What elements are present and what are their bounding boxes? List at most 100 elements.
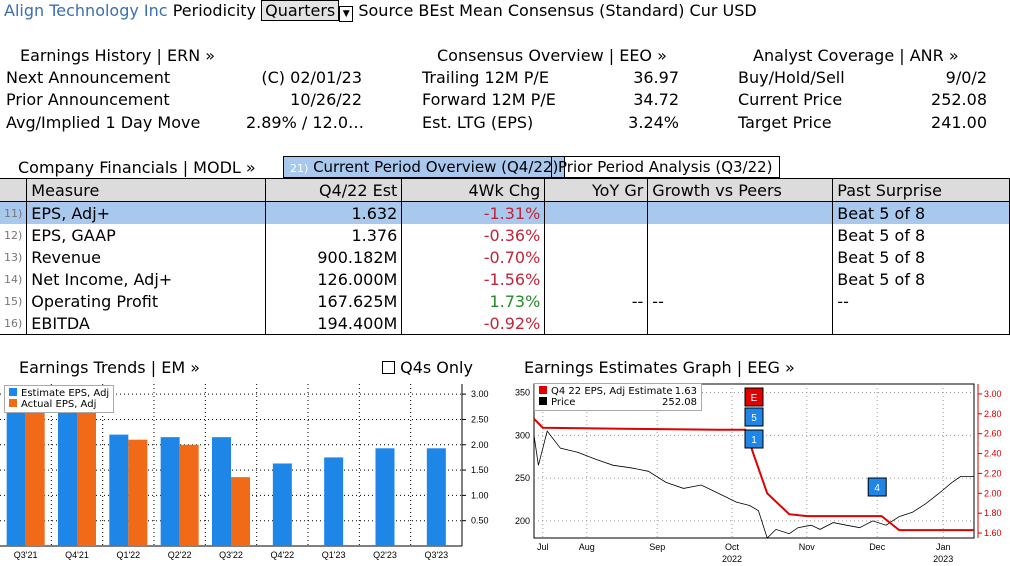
co-label-1: Forward 12M P/E — [422, 90, 556, 109]
row-measure[interactable]: Operating Profit — [26, 290, 267, 312]
legend-q4-value: 1.63 — [674, 386, 697, 397]
an-label-0: Buy/Hold/Sell — [738, 68, 845, 87]
row-surprise: -- — [832, 290, 1010, 312]
event-marker-label: 1 — [751, 435, 757, 446]
legend-price-label: Price — [551, 397, 576, 408]
row-peers — [647, 224, 834, 246]
event-marker-label: E — [751, 393, 758, 404]
row-peers — [647, 312, 834, 335]
row-surprise: Beat 5 of 8 — [832, 224, 1010, 246]
x-tick-label: Jan — [936, 542, 951, 552]
event-marker — [744, 407, 764, 427]
table-row[interactable]: 16) EBITDA 194.400M -0.92% — [0, 312, 1010, 335]
row-yoy: -- — [544, 290, 649, 312]
q4s-only-label: Q4s Only — [400, 358, 473, 377]
x-tick-label: Jul — [537, 542, 549, 552]
col-est[interactable]: Q4/22 Est — [265, 178, 403, 202]
left-tick-label: 300 — [515, 430, 530, 440]
estimate-bar — [58, 399, 77, 546]
plot-frame — [533, 383, 975, 539]
estimate-bar — [160, 437, 180, 546]
table-row[interactable]: 15) Operating Profit 167.625M 1.73% -- -… — [0, 290, 1010, 312]
right-tick-label: 3.00 — [984, 389, 1002, 399]
an-value-2: 241.00 — [931, 113, 987, 132]
row-est: 167.625M — [265, 290, 403, 312]
an-label-1: Current Price — [738, 90, 843, 109]
event-marker-label: 4 — [874, 483, 880, 494]
row-num: 15) — [0, 290, 28, 312]
actual-bar — [77, 391, 96, 546]
row-measure[interactable]: Net Income, Adj+ — [26, 268, 267, 290]
col-surprise[interactable]: Past Surprise — [832, 178, 1010, 202]
legend-item-actual: Actual EPS, Adj — [9, 399, 109, 410]
row-est: 900.182M — [265, 246, 403, 268]
legend-q4-label: Q4 22 EPS, Adj Estimate — [551, 386, 673, 397]
tab-current-period[interactable]: 21) Current Period Overview (Q4/22) — [283, 156, 566, 178]
actual-bar — [25, 389, 45, 546]
analyst-title[interactable]: Analyst Coverage | ANR » — [753, 46, 959, 65]
row-peers: -- — [647, 290, 834, 312]
q4s-only-toggle[interactable]: Q4s Only — [382, 358, 473, 377]
trends-title[interactable]: Earnings Trends | EM » — [19, 358, 200, 377]
actual-bar — [128, 439, 148, 546]
chevron-down-icon[interactable]: ▼ — [339, 6, 354, 22]
x-tick-label: Q2'22 — [168, 550, 192, 560]
right-tick-label: 2.20 — [984, 468, 1002, 478]
row-surprise: Beat 5 of 8 — [832, 201, 1010, 224]
tab-prior-period[interactable]: Prior Period Analysis (Q3/22) — [551, 156, 780, 178]
legend-item-estimate: Estimate EPS, Adj — [9, 388, 109, 399]
co-value-0: 36.97 — [633, 68, 679, 87]
x-tick-label: Q4'22 — [270, 550, 294, 560]
event-marker — [867, 477, 887, 497]
left-tick-label: 350 — [515, 388, 530, 398]
estimates-title[interactable]: Earnings Estimates Graph | EEG » — [524, 358, 795, 377]
financials-title[interactable]: Company Financials | MODL » — [18, 158, 256, 177]
right-tick-label: 2.00 — [984, 488, 1002, 498]
left-tick-label: 250 — [515, 473, 530, 483]
earnings-history-title[interactable]: Earnings History | ERN » — [20, 46, 216, 65]
consensus-title[interactable]: Consensus Overview | EEO » — [437, 46, 667, 65]
right-tick-label: 2.60 — [984, 429, 1002, 439]
table-row[interactable]: 14) Net Income, Adj+ 126.000M -1.56% Bea… — [0, 268, 1010, 290]
col-yoy[interactable]: YoY Gr — [544, 178, 649, 202]
an-value-0: 9/0/2 — [945, 68, 987, 87]
event-marker-label: 5 — [751, 413, 757, 424]
right-tick-label: 1.80 — [984, 508, 1002, 518]
row-num: 16) — [0, 312, 28, 335]
row-chg: 1.73% — [401, 290, 546, 312]
estimates-legend: Q4 22 EPS, Adj Estimate 1.63 Price 252.08 — [534, 383, 702, 411]
row-surprise: Beat 5 of 8 — [832, 246, 1010, 268]
y-tick-label: 1.00 — [471, 490, 489, 500]
row-est: 1.632 — [265, 201, 403, 224]
num-header — [0, 178, 28, 202]
col-peers[interactable]: Growth vs Peers — [647, 178, 834, 202]
right-tick-label: 2.40 — [984, 449, 1002, 459]
row-measure[interactable]: EPS, Adj+ — [26, 201, 267, 224]
x-tick-label: Sep — [649, 542, 665, 552]
row-measure[interactable]: EPS, GAAP — [26, 224, 267, 246]
row-measure[interactable]: Revenue — [26, 246, 267, 268]
col-chg[interactable]: 4Wk Chg — [401, 178, 546, 202]
col-measure[interactable]: Measure — [26, 178, 267, 202]
row-yoy — [544, 246, 649, 268]
right-tick-label: 1.60 — [984, 528, 1002, 538]
y-tick-label: 3.00 — [471, 389, 489, 399]
checkbox-icon[interactable] — [382, 361, 395, 374]
periodicity-select[interactable]: Quarters — [261, 0, 340, 21]
eh-label-1: Prior Announcement — [6, 90, 170, 109]
actual-bar — [231, 477, 250, 546]
row-num: 11) — [0, 201, 28, 224]
estimate-swatch — [9, 388, 17, 396]
eh-label-2: Avg/Implied 1 Day Move — [6, 113, 201, 132]
company-name[interactable]: Align Technology Inc — [4, 1, 168, 20]
row-yoy — [544, 224, 649, 246]
legend-actual-label: Actual EPS, Adj — [21, 399, 97, 410]
table-row[interactable]: 12) EPS, GAAP 1.376 -0.36% Beat 5 of 8 — [0, 224, 1010, 246]
table-row[interactable]: 11) EPS, Adj+ 1.632 -1.31% Beat 5 of 8 — [0, 201, 1010, 224]
table-row[interactable]: 13) Revenue 900.182M -0.70% Beat 5 of 8 — [0, 246, 1010, 268]
row-measure[interactable]: EBITDA — [26, 312, 267, 335]
periodicity-label: Periodicity — [172, 1, 257, 20]
row-num: 14) — [0, 268, 28, 290]
estimate-bar — [212, 437, 231, 546]
row-chg: -0.92% — [401, 312, 546, 335]
